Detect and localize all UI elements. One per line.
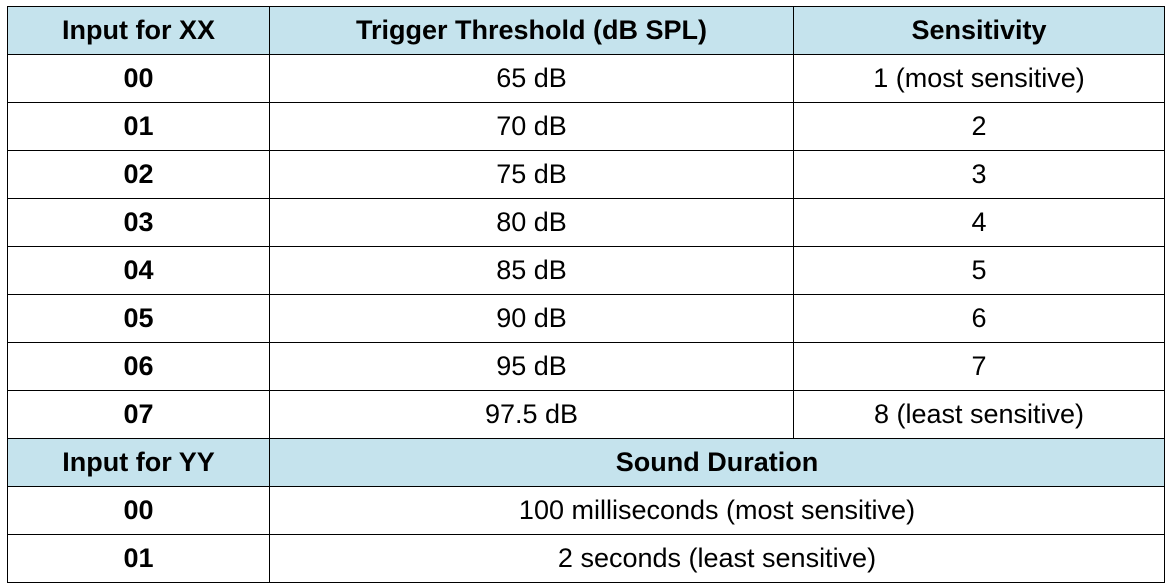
table-row: 03 80 dB 4 (7, 198, 1165, 247)
header-sound-duration: Sound Duration (269, 438, 1165, 487)
threshold-cell: 85 dB (269, 246, 794, 295)
xx-input-cell: 02 (7, 150, 270, 199)
table-row: 01 70 dB 2 (7, 102, 1165, 151)
sensitivity-cell: 8 (least sensitive) (793, 390, 1165, 439)
xx-input-cell: 07 (7, 390, 270, 439)
sensitivity-cell: 4 (793, 198, 1165, 247)
table-row: 06 95 dB 7 (7, 342, 1165, 391)
sensitivity-cell: 5 (793, 246, 1165, 295)
table-row: 00 65 dB 1 (most sensitive) (7, 54, 1165, 103)
header-input-xx: Input for XX (7, 6, 270, 55)
xx-header-row: Input for XX Trigger Threshold (dB SPL) … (7, 6, 1165, 55)
threshold-cell: 90 dB (269, 294, 794, 343)
sensitivity-cell: 3 (793, 150, 1165, 199)
threshold-cell: 95 dB (269, 342, 794, 391)
table-row: 07 97.5 dB 8 (least sensitive) (7, 390, 1165, 439)
xx-input-cell: 00 (7, 54, 270, 103)
threshold-cell: 75 dB (269, 150, 794, 199)
header-input-yy: Input for YY (7, 438, 270, 487)
sensitivity-cell: 1 (most sensitive) (793, 54, 1165, 103)
settings-table: Input for XX Trigger Threshold (dB SPL) … (7, 6, 1165, 583)
duration-cell: 2 seconds (least sensitive) (269, 534, 1165, 583)
header-trigger-threshold: Trigger Threshold (dB SPL) (269, 6, 794, 55)
xx-input-cell: 05 (7, 294, 270, 343)
settings-table-container: Input for XX Trigger Threshold (dB SPL) … (7, 6, 1165, 583)
table-row: 02 75 dB 3 (7, 150, 1165, 199)
table-row: 00 100 milliseconds (most sensitive) (7, 486, 1165, 535)
sensitivity-cell: 2 (793, 102, 1165, 151)
sensitivity-cell: 7 (793, 342, 1165, 391)
yy-input-cell: 01 (7, 534, 270, 583)
duration-cell: 100 milliseconds (most sensitive) (269, 486, 1165, 535)
threshold-cell: 97.5 dB (269, 390, 794, 439)
xx-input-cell: 03 (7, 198, 270, 247)
yy-input-cell: 00 (7, 486, 270, 535)
threshold-cell: 80 dB (269, 198, 794, 247)
header-sensitivity: Sensitivity (793, 6, 1165, 55)
yy-header-row: Input for YY Sound Duration (7, 438, 1165, 487)
xx-input-cell: 06 (7, 342, 270, 391)
sensitivity-cell: 6 (793, 294, 1165, 343)
table-row: 05 90 dB 6 (7, 294, 1165, 343)
xx-input-cell: 04 (7, 246, 270, 295)
xx-input-cell: 01 (7, 102, 270, 151)
table-row: 01 2 seconds (least sensitive) (7, 534, 1165, 583)
threshold-cell: 70 dB (269, 102, 794, 151)
table-row: 04 85 dB 5 (7, 246, 1165, 295)
threshold-cell: 65 dB (269, 54, 794, 103)
